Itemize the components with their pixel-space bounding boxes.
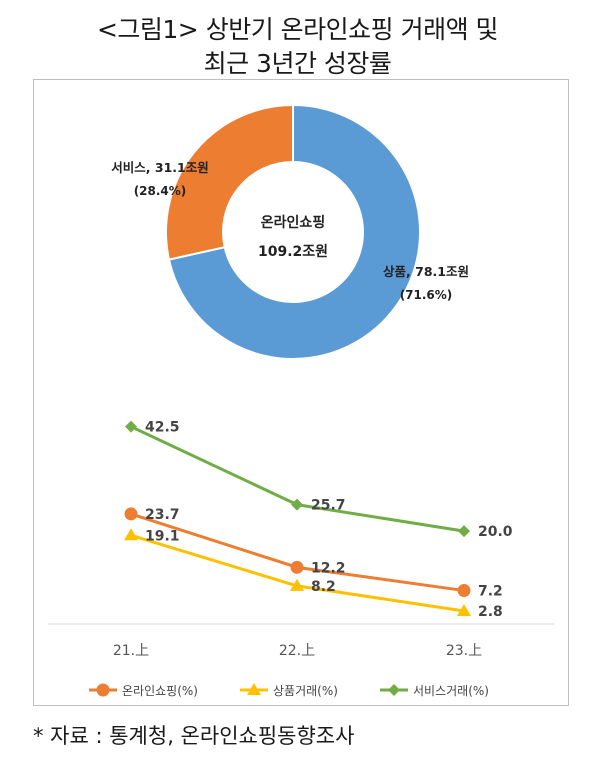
series-0-point-1: [290, 560, 304, 574]
series-0-point-2: [457, 584, 471, 598]
donut-slice-1: [165, 103, 294, 261]
legend-marker-1: [247, 683, 261, 695]
series-0-data-label-1: 12.2: [311, 560, 346, 576]
legend-label-0: 온라인쇼핑(%): [122, 684, 198, 698]
legend-marker-0: [96, 683, 110, 697]
series-line-0: [130, 512, 465, 593]
series-2-point-0: [125, 420, 137, 433]
x-tick-label-0: 21.上: [113, 643, 149, 659]
legend-label-1: 상품거래(%): [273, 684, 338, 698]
series-2-data-label-2: 20.0: [478, 524, 513, 540]
series-1-point-2: [457, 603, 471, 616]
series-2-point-2: [458, 525, 470, 538]
series-1-data-label-2: 2.8: [478, 604, 503, 620]
series-0: 23.7 12.2 7.2: [124, 507, 503, 600]
series-2-data-label-0: 42.5: [145, 420, 180, 436]
x-tick-label-1: 22.上: [279, 643, 315, 659]
chart-title-line1: <그림1> 상반기 온라인쇼핑 거래액 및: [96, 15, 499, 44]
chart-title-line2: 최근 3년간 성장률: [203, 49, 392, 78]
line-chart: 21.上 22.上 23.上 23.7 12.2 7.2 19.1 8.2 2.8 42.5 25.…: [48, 420, 554, 659]
series-1-point-1: [290, 578, 304, 591]
x-tick-label-2: 23.上: [446, 643, 482, 659]
donut-slice-label-0: 상품, 78.1조원: [383, 264, 469, 279]
donut-slice-pct-0: (71.6%): [400, 288, 453, 302]
line-legend: 온라인쇼핑(%) 상품거래(%) 서비스거래(%): [89, 683, 489, 698]
series-0-data-label-2: 7.2: [478, 584, 503, 600]
series-0-data-label-0: 23.7: [145, 507, 180, 523]
source-note: * 자료 : 통계청, 온라인쇼핑동향조사: [33, 724, 355, 748]
donut-slice-0: [167, 103, 421, 360]
series-2-point-1: [291, 498, 303, 511]
donut-slice-pct-1: (28.4%): [134, 184, 187, 198]
legend-label-2: 서비스거래(%): [413, 684, 489, 698]
donut-center-label: 온라인쇼핑: [261, 214, 325, 231]
series-line-2: [130, 425, 465, 533]
donut-slice-label-1: 서비스, 31.1조원: [111, 160, 208, 175]
series-1-data-label-1: 8.2: [311, 579, 336, 595]
donut-center-value: 109.2조원: [258, 244, 328, 260]
series-1: 19.1 8.2 2.8: [124, 528, 503, 620]
legend-marker-2: [388, 684, 400, 696]
series-2-data-label-1: 25.7: [311, 498, 346, 514]
series-1-point-0: [124, 528, 138, 541]
series-1-data-label-0: 19.1: [145, 528, 180, 544]
series-2: 42.5 25.7 20.0: [125, 420, 513, 540]
series-0-point-0: [124, 507, 138, 521]
